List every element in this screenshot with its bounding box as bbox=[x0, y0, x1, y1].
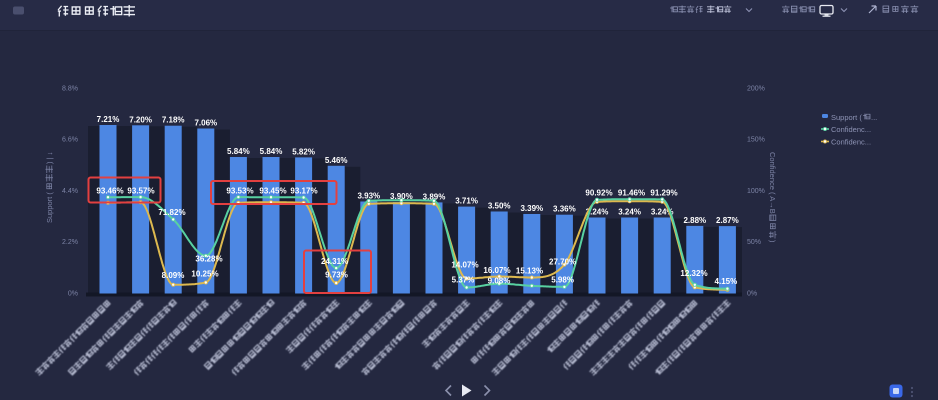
svg-text:150%: 150% bbox=[747, 137, 765, 144]
svg-text:100%: 100% bbox=[747, 188, 765, 195]
svg-text:93.46%: 93.46% bbox=[96, 187, 123, 196]
svg-text:Confidence ( A→B: Confidence ( A→B bbox=[768, 152, 777, 214]
svg-text:10.25%: 10.25% bbox=[191, 270, 218, 279]
svg-text:): ) bbox=[768, 240, 777, 243]
svg-text:3.24%: 3.24% bbox=[618, 208, 641, 217]
svg-text:90.92%: 90.92% bbox=[585, 189, 612, 198]
svg-text:0%: 0% bbox=[747, 290, 757, 297]
svg-text:14.07%: 14.07% bbox=[451, 261, 478, 270]
svg-text:3.36%: 3.36% bbox=[553, 205, 576, 214]
svg-text:91.46%: 91.46% bbox=[618, 189, 645, 198]
svg-text:Confidenc...: Confidenc... bbox=[831, 125, 871, 134]
svg-text:...: ... bbox=[871, 113, 877, 122]
svg-text:4.15%: 4.15% bbox=[715, 277, 738, 286]
svg-text:3.71%: 3.71% bbox=[455, 197, 478, 206]
svg-text:93.45%: 93.45% bbox=[259, 187, 286, 196]
svg-text:93.17%: 93.17% bbox=[290, 187, 317, 196]
svg-text:Support (: Support ( bbox=[831, 113, 862, 122]
svg-text:16.07%: 16.07% bbox=[483, 266, 510, 275]
svg-text:3.90%: 3.90% bbox=[390, 192, 413, 201]
svg-text:93.53%: 93.53% bbox=[226, 187, 253, 196]
svg-text:5.46%: 5.46% bbox=[325, 156, 348, 165]
svg-text:5.84%: 5.84% bbox=[260, 147, 283, 156]
svg-text:50%: 50% bbox=[747, 239, 761, 246]
svg-text:3.24%: 3.24% bbox=[586, 208, 609, 217]
svg-text:3.50%: 3.50% bbox=[488, 202, 511, 211]
svg-text:) | ↓: ) | ↓ bbox=[45, 152, 54, 164]
svg-text:4.4%: 4.4% bbox=[62, 188, 78, 195]
svg-text:12.32%: 12.32% bbox=[680, 269, 707, 278]
svg-text:93.57%: 93.57% bbox=[127, 187, 154, 196]
svg-text:7.06%: 7.06% bbox=[194, 119, 217, 128]
svg-text:5.37%: 5.37% bbox=[452, 276, 475, 285]
svg-text:6.6%: 6.6% bbox=[62, 137, 78, 144]
svg-text:36.28%: 36.28% bbox=[195, 255, 222, 264]
svg-text:Support (: Support ( bbox=[45, 192, 54, 223]
svg-text:3.39%: 3.39% bbox=[520, 204, 543, 213]
svg-text:3.93%: 3.93% bbox=[357, 192, 380, 201]
svg-text:5.82%: 5.82% bbox=[292, 147, 315, 156]
svg-text:3.89%: 3.89% bbox=[423, 192, 446, 201]
svg-text:91.29%: 91.29% bbox=[650, 189, 677, 198]
svg-text:0%: 0% bbox=[68, 290, 78, 297]
svg-text:7.18%: 7.18% bbox=[162, 116, 185, 125]
svg-text:15.13%: 15.13% bbox=[516, 267, 543, 276]
svg-text:7.21%: 7.21% bbox=[97, 115, 120, 124]
svg-text:2.88%: 2.88% bbox=[683, 216, 706, 225]
svg-text:2.2%: 2.2% bbox=[62, 239, 78, 246]
svg-text:5.98%: 5.98% bbox=[551, 276, 574, 285]
svg-text:5.84%: 5.84% bbox=[227, 147, 250, 156]
svg-text:27.70%: 27.70% bbox=[549, 257, 576, 266]
svg-text:71.82%: 71.82% bbox=[158, 208, 185, 217]
svg-text:7.20%: 7.20% bbox=[129, 115, 152, 124]
svg-text:8.09%: 8.09% bbox=[162, 271, 185, 280]
svg-text:8.8%: 8.8% bbox=[62, 85, 78, 92]
svg-text:9.73%: 9.73% bbox=[325, 271, 348, 280]
svg-text:2.87%: 2.87% bbox=[716, 216, 739, 225]
svg-text:24.31%: 24.31% bbox=[321, 257, 348, 266]
svg-text:9.08%: 9.08% bbox=[488, 277, 511, 286]
svg-text:3.24%: 3.24% bbox=[651, 208, 674, 217]
svg-text:Confidenc...: Confidenc... bbox=[831, 138, 871, 147]
svg-text:200%: 200% bbox=[747, 85, 765, 92]
